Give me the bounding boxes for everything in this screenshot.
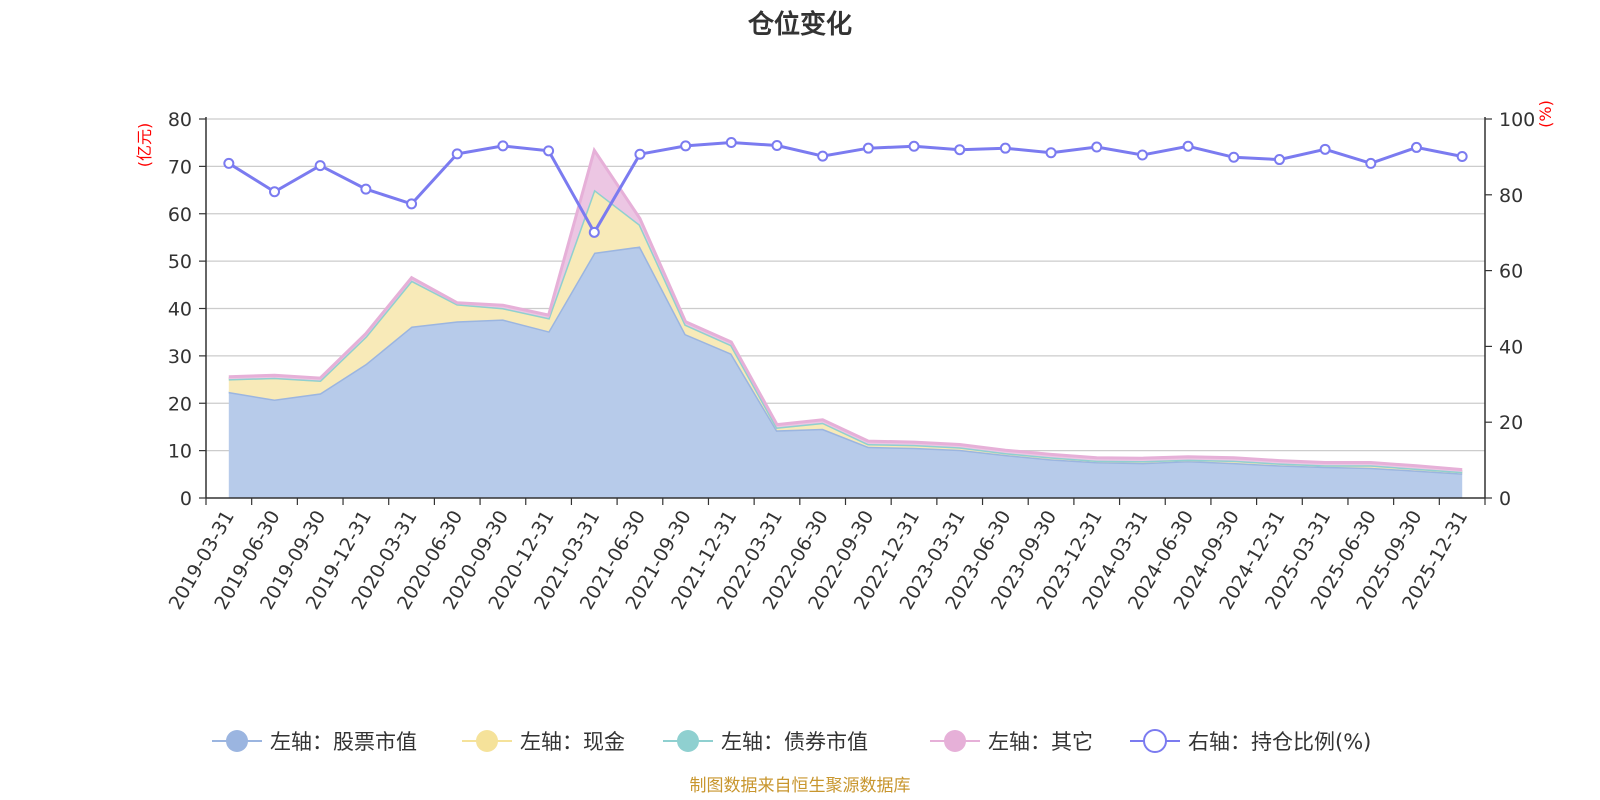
legend-marker xyxy=(1143,729,1167,753)
ratio-point xyxy=(954,144,966,156)
left-tick-label: 60 xyxy=(168,204,192,226)
legend-marker xyxy=(677,730,699,752)
ratio-point xyxy=(908,140,920,152)
left-tick-label: 40 xyxy=(168,299,192,321)
ratio-point xyxy=(269,186,281,198)
ratio-point xyxy=(360,183,372,195)
ratio-point xyxy=(1228,151,1240,163)
legend[interactable]: 左轴：股票市值 左轴：现金 左轴：债券市值 左轴：其它 右轴：持仓比例(%) xyxy=(212,729,1371,754)
left-tick-label: 70 xyxy=(168,156,192,178)
ratio-point xyxy=(451,148,463,160)
ratio-point xyxy=(314,160,326,172)
area-9bb5e0 xyxy=(228,246,1463,498)
ratio-point xyxy=(862,142,874,154)
legend-item[interactable]: 左轴：债券市值 xyxy=(663,730,868,754)
ratio-point xyxy=(817,150,829,162)
legend-item[interactable]: 右轴：持仓比例(%) xyxy=(1130,729,1371,754)
area-edge-line xyxy=(228,146,1463,472)
ratio-line xyxy=(228,140,1463,236)
ratio-point xyxy=(999,142,1011,154)
right-tick-label: 20 xyxy=(1499,412,1523,434)
left-axis-unit: (亿元) xyxy=(135,123,154,168)
ratio-point xyxy=(1319,143,1331,155)
left-tick-label: 0 xyxy=(180,488,192,510)
left-tick-label: 80 xyxy=(168,109,192,131)
ratio-point xyxy=(543,145,555,157)
ratio-point xyxy=(588,226,600,238)
ratio-point xyxy=(1136,149,1148,161)
source-note: 制图数据来自恒生聚源数据库 xyxy=(690,776,911,796)
chart-title: 仓位变化 xyxy=(747,9,852,40)
legend-label: 左轴：股票市值 xyxy=(270,730,417,754)
legend-label: 左轴：其它 xyxy=(988,730,1093,754)
right-tick-label: 100 xyxy=(1499,109,1535,131)
ratio-point xyxy=(1410,141,1422,153)
left-tick-label: 50 xyxy=(168,251,192,273)
ratio-point xyxy=(1273,154,1285,166)
ratio-point xyxy=(725,136,737,148)
right-tick-label: 40 xyxy=(1499,336,1523,358)
legend-item[interactable]: 左轴：现金 xyxy=(462,730,625,754)
ratio-point xyxy=(406,198,418,210)
ratio-point xyxy=(634,148,646,160)
legend-item[interactable]: 左轴：其它 xyxy=(930,730,1093,754)
line-series xyxy=(223,136,1468,238)
left-tick-label: 10 xyxy=(168,441,192,463)
legend-marker xyxy=(944,730,966,752)
legend-label: 右轴：持仓比例(%) xyxy=(1188,730,1371,754)
ratio-point xyxy=(223,157,235,169)
legend-marker xyxy=(226,730,248,752)
ratio-point xyxy=(1091,141,1103,153)
ratio-point xyxy=(1045,147,1057,159)
ratio-point xyxy=(771,140,783,152)
legend-marker xyxy=(476,730,498,752)
ratio-point xyxy=(497,140,509,152)
legend-label: 左轴：债券市值 xyxy=(721,730,868,754)
ratio-point xyxy=(1182,140,1194,152)
right-tick-label: 80 xyxy=(1499,185,1523,207)
legend-label: 左轴：现金 xyxy=(520,730,625,754)
ratio-point xyxy=(1456,151,1468,163)
ratio-point xyxy=(1365,157,1377,169)
ratio-point xyxy=(680,140,692,152)
area-series xyxy=(228,146,1463,498)
right-tick-label: 60 xyxy=(1499,261,1523,283)
right-tick-label: 0 xyxy=(1499,488,1511,510)
right-axis-unit: (%) xyxy=(1536,100,1555,128)
left-tick-label: 30 xyxy=(168,346,192,368)
legend-item[interactable]: 左轴：股票市值 xyxy=(212,730,417,754)
left-tick-label: 20 xyxy=(168,393,192,415)
